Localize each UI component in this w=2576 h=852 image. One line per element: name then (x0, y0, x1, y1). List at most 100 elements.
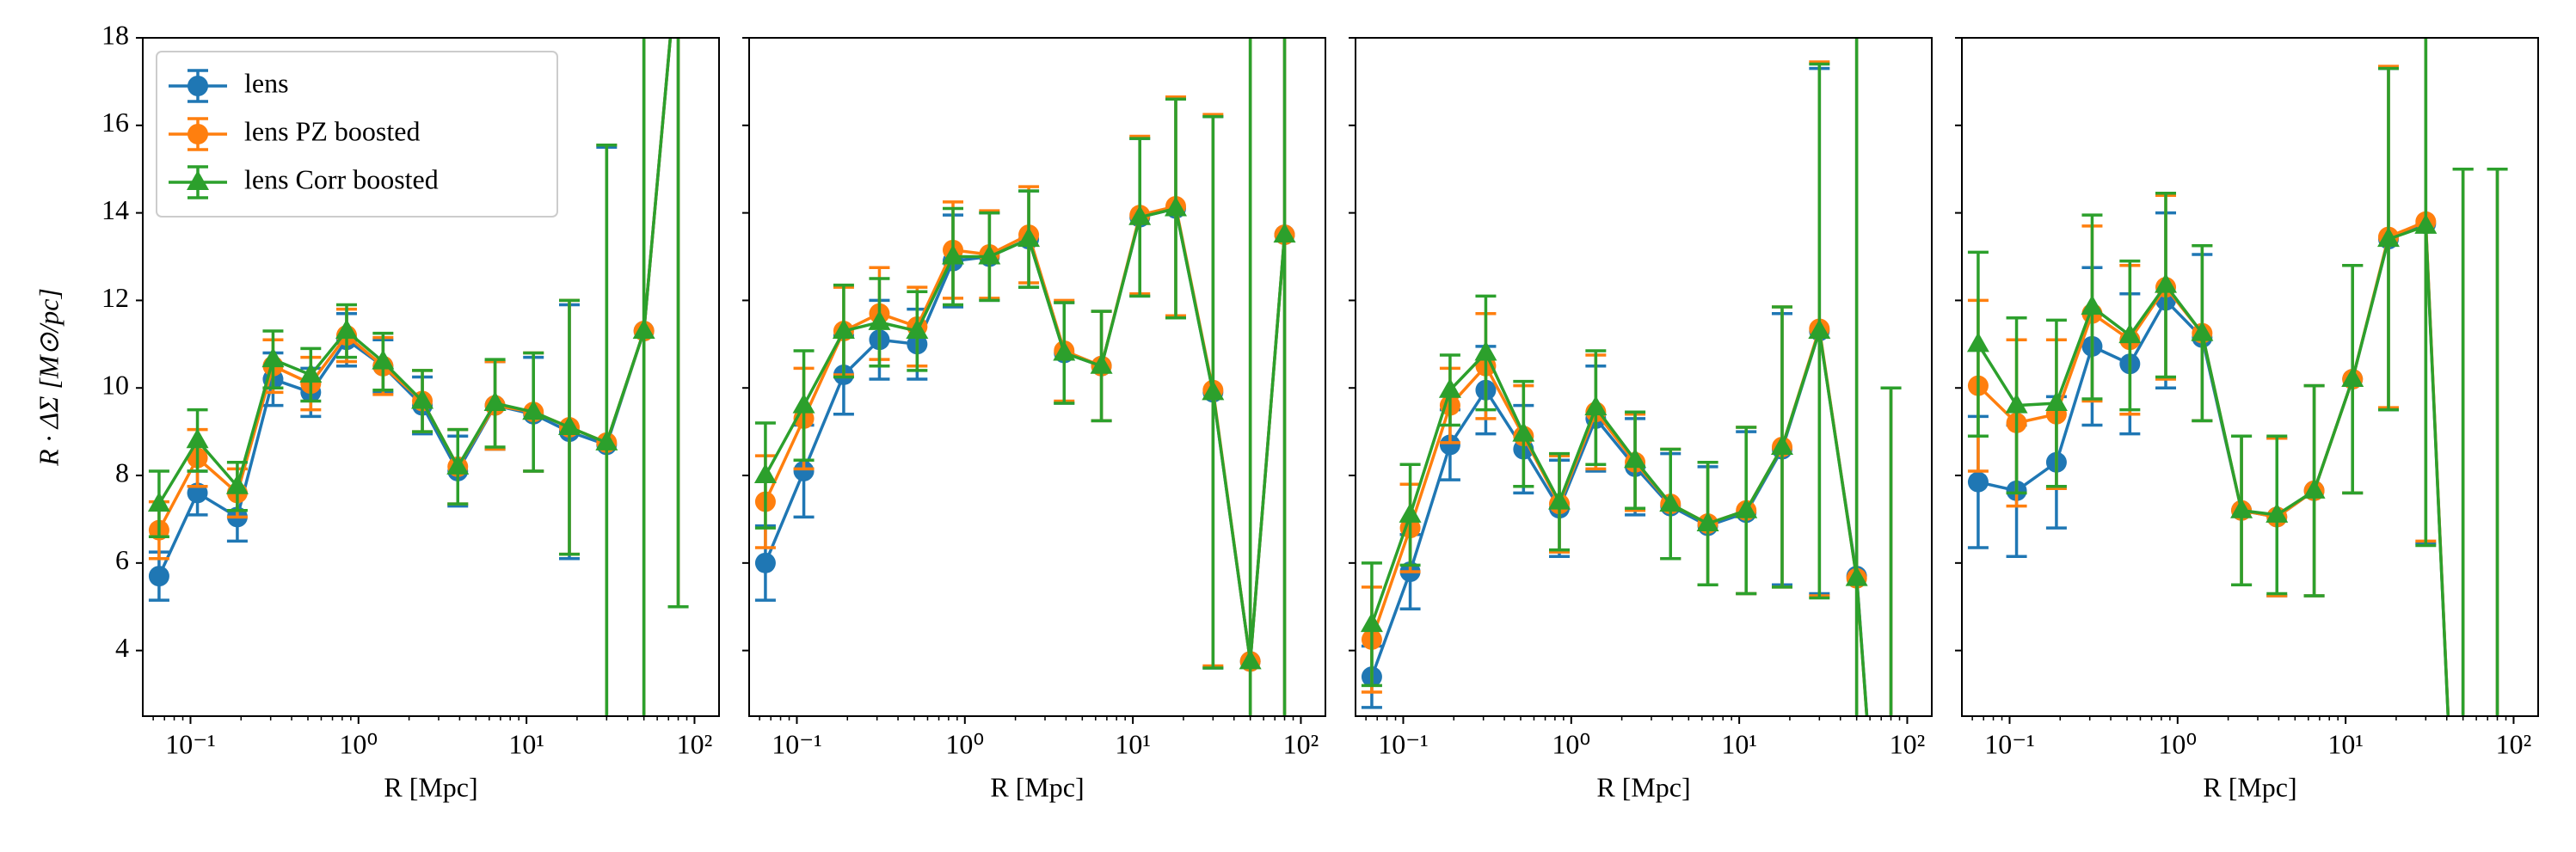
legend-marker (188, 76, 208, 96)
marker (335, 319, 359, 340)
marker (186, 428, 209, 449)
marker (1202, 380, 1225, 401)
marker (557, 415, 581, 436)
x-axis-label: R [Mpc] (384, 771, 477, 802)
legend-marker (188, 124, 208, 144)
plot-area (1360, 38, 1902, 716)
marker (868, 310, 891, 330)
error-bar (642, 38, 646, 716)
series-line (764, 205, 1287, 664)
y-tick-label: 10 (101, 370, 129, 401)
marker (522, 400, 545, 420)
marker (1474, 340, 1497, 361)
marker (225, 474, 249, 494)
marker (1659, 492, 1682, 512)
marker (832, 319, 855, 340)
marker (632, 319, 655, 340)
marker (1360, 612, 1383, 633)
marker (1017, 227, 1041, 248)
legend-label: lens PZ boosted (244, 115, 420, 146)
axes-frame (1961, 37, 2539, 717)
marker (1053, 340, 1076, 361)
y-axis-label: R · ΔΣ [M⊙/pc] (33, 288, 64, 467)
marker (942, 244, 965, 265)
marker (1696, 512, 1719, 532)
legend-label: lens Corr boosted (244, 163, 439, 194)
marker (483, 391, 507, 412)
marker (595, 430, 618, 451)
y-tick-label: 6 (115, 544, 129, 575)
marker (2155, 273, 2178, 293)
legend-frame (156, 51, 558, 218)
x-tick-label: 10² (1890, 728, 1926, 759)
x-tick-label: 10⁻¹ (772, 728, 821, 759)
x-tick-label: 10² (677, 728, 713, 759)
series-line (764, 206, 1287, 664)
error-bar (667, 38, 689, 609)
marker (2005, 393, 2028, 414)
marker (1128, 205, 1152, 225)
marker (299, 362, 323, 383)
marker (792, 393, 815, 414)
error-bar (1854, 38, 1859, 716)
legend-label: lens (244, 67, 289, 98)
error-bar (2452, 167, 2474, 716)
x-tick-label: 10² (2496, 728, 2532, 759)
error-bar (2415, 38, 2437, 548)
marker (372, 349, 395, 370)
marker (1399, 502, 1422, 523)
error-bar (1880, 386, 1902, 716)
marker (1808, 319, 1831, 340)
series-line (1977, 220, 2450, 716)
x-tick-label: 10¹ (2327, 728, 2364, 759)
marker (1164, 196, 1187, 217)
marker (2414, 213, 2438, 234)
marker (2118, 323, 2142, 344)
x-tick-label: 10⁰ (2158, 728, 2197, 759)
marker (1439, 434, 1460, 456)
legend-marker (187, 170, 209, 190)
axes-frame (1355, 37, 1933, 717)
marker (2044, 391, 2068, 412)
marker (2081, 295, 2104, 316)
axes-frame (748, 37, 1326, 717)
marker (1770, 434, 1793, 455)
y-tick-label: 4 (115, 632, 129, 663)
marker (1735, 498, 1758, 518)
x-tick-label: 10¹ (508, 728, 544, 759)
marker (1624, 448, 1647, 469)
x-tick-label: 10⁻¹ (1378, 728, 1428, 759)
marker (978, 244, 1001, 265)
plot-area (1966, 38, 2508, 716)
y-tick-label: 14 (101, 194, 129, 225)
x-axis-label: R [Mpc] (1596, 771, 1690, 802)
marker (793, 460, 815, 481)
marker (1966, 332, 1989, 352)
marker (2266, 502, 2289, 523)
x-tick-label: 10⁻¹ (165, 728, 215, 759)
marker (1273, 223, 1296, 243)
marker (1512, 421, 1535, 442)
y-tick-label: 8 (115, 457, 129, 487)
marker (1845, 566, 1868, 586)
marker (411, 389, 434, 409)
marker (906, 319, 929, 340)
x-tick-label: 10⁰ (945, 728, 984, 759)
plot-area (147, 38, 689, 716)
marker (1967, 471, 1989, 493)
axes-frame (142, 37, 720, 717)
x-tick-label: 10¹ (1721, 728, 1757, 759)
x-tick-label: 10¹ (1115, 728, 1151, 759)
marker (261, 347, 285, 368)
x-tick-label: 10⁻¹ (1984, 728, 2034, 759)
series-line (764, 206, 1287, 664)
x-axis-label: R [Mpc] (990, 771, 1084, 802)
error-bar (1248, 38, 1252, 716)
marker (1548, 489, 1571, 510)
marker (1090, 353, 1113, 374)
marker (2302, 478, 2326, 499)
marker (1438, 377, 1461, 398)
y-tick-label: 16 (101, 107, 129, 138)
